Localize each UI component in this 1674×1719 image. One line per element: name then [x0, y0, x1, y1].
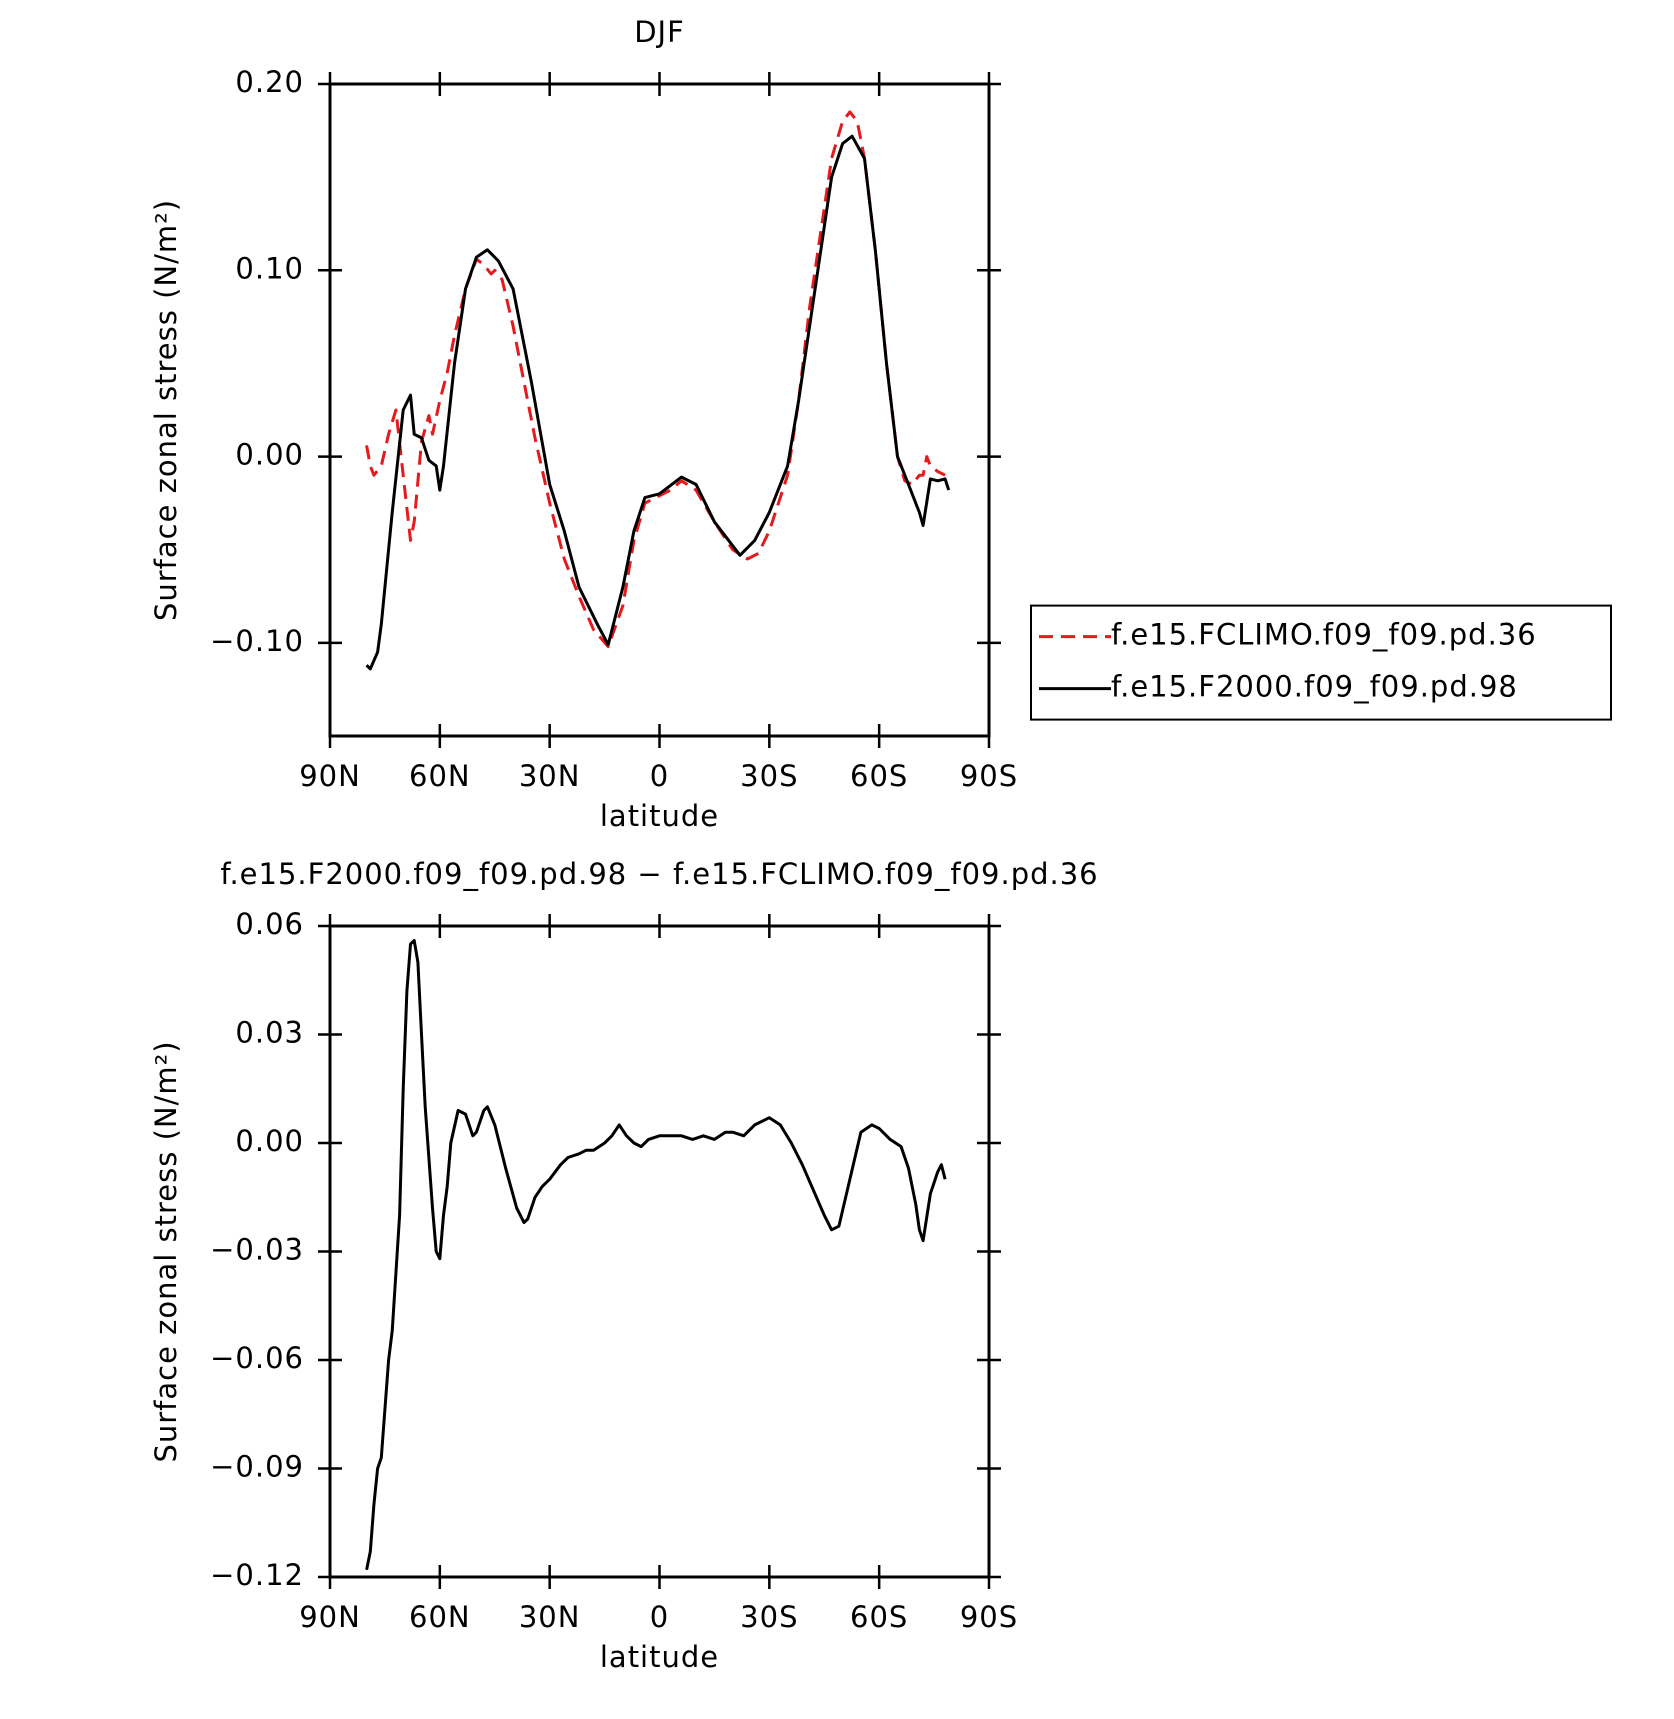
y-tick-label: 0.06	[235, 907, 304, 941]
x-tick-label: 0	[650, 759, 669, 793]
x-tick-label: 60N	[409, 1600, 471, 1634]
y-tick-label: 0.20	[235, 65, 304, 99]
y-tick-label: −0.03	[210, 1233, 304, 1267]
x-tick-label: 60S	[850, 759, 908, 793]
y-tick-label: −0.06	[210, 1341, 304, 1375]
legend-label: f.e15.FCLIMO.f09_f09.pd.36	[1111, 618, 1537, 652]
x-tick-label: 90S	[960, 759, 1018, 793]
y-tick-label: 0.10	[235, 251, 304, 285]
y-tick-label: −0.10	[210, 624, 304, 658]
y-tick-label: −0.09	[210, 1450, 304, 1484]
x-tick-label: 0	[650, 1600, 669, 1634]
x-tick-label: 60S	[850, 1600, 908, 1634]
chart-title: f.e15.F2000.f09_f09.pd.98 − f.e15.FCLIMO…	[220, 857, 1098, 891]
chart-title: DJF	[634, 15, 685, 49]
legend-box	[1030, 604, 1612, 721]
x-tick-label: 30S	[740, 759, 798, 793]
x-tick-label: 90N	[299, 1600, 361, 1634]
y-axis-label: Surface zonal stress (N/m²)	[149, 199, 183, 621]
y-tick-label: −0.12	[210, 1558, 304, 1592]
x-tick-label: 30S	[740, 1600, 798, 1634]
x-tick-label: 30N	[519, 1600, 581, 1634]
x-tick-label: 30N	[519, 759, 581, 793]
x-axis-label: latitude	[600, 799, 719, 833]
x-axis-label: latitude	[600, 1640, 719, 1674]
plot-frame	[328, 924, 991, 1579]
y-tick-label: 0.00	[235, 1124, 304, 1158]
plot-frame	[328, 82, 991, 738]
x-tick-label: 90N	[299, 759, 361, 793]
data-line	[365, 939, 947, 1571]
data-line	[365, 134, 951, 671]
y-axis-label: Surface zonal stress (N/m²)	[149, 1040, 183, 1462]
data-line	[365, 110, 946, 649]
y-tick-label: 0.03	[235, 1016, 304, 1050]
x-tick-label: 60N	[409, 759, 471, 793]
x-tick-label: 90S	[960, 1600, 1018, 1634]
legend-label: f.e15.F2000.f09_f09.pd.98	[1111, 670, 1518, 704]
y-tick-label: 0.00	[235, 438, 304, 472]
